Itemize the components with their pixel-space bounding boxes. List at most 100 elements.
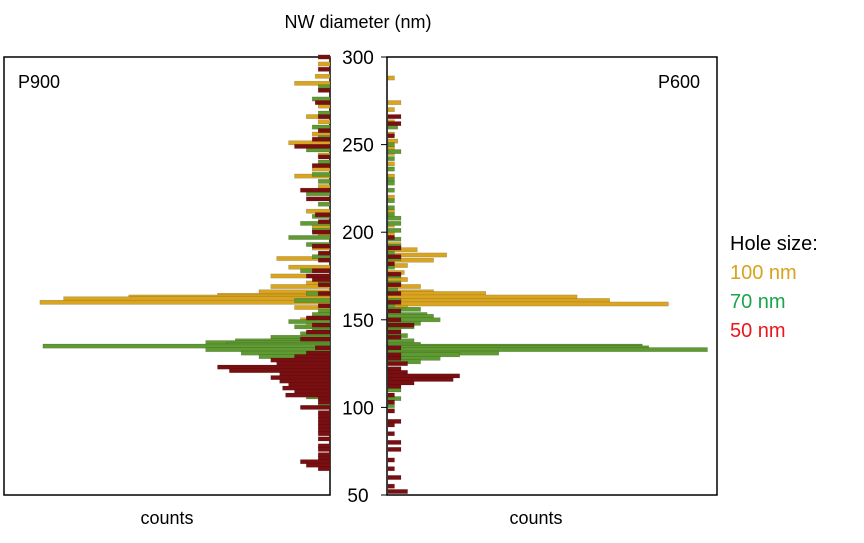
histogram-bar [387, 299, 402, 305]
histogram-bar [311, 277, 331, 282]
legend-item-70nm: 70 nm [730, 291, 786, 313]
panel-p600-label: P600 [658, 72, 700, 92]
histogram-bar [317, 128, 331, 133]
histogram-bar [387, 422, 395, 428]
histogram-bar [387, 215, 402, 221]
histogram-bar [387, 198, 395, 204]
histogram-bar [387, 235, 395, 240]
histogram-bar [294, 144, 331, 149]
histogram-bar [317, 466, 331, 472]
histogram-bar [387, 180, 395, 186]
legend-title: Hole size: [730, 233, 818, 255]
histogram-bar [317, 201, 331, 207]
y-axis-tick-labels: 50 100 150 200 250 300 [342, 48, 387, 507]
legend-item-50nm: 50 nm [730, 320, 786, 342]
histogram-bar [229, 368, 331, 373]
histogram-bar [311, 322, 331, 328]
histogram-bar [387, 392, 395, 398]
histogram-bar [387, 380, 415, 386]
histogram-bar [387, 107, 395, 112]
histogram-bar [387, 161, 395, 167]
histogram-bar [311, 229, 331, 235]
panel-p900-xlabel: counts [140, 508, 193, 528]
histogram-bar [314, 73, 331, 79]
histogram-bar [306, 315, 331, 321]
histogram-bar [314, 100, 331, 105]
histogram-bar [387, 308, 402, 314]
histogram-bar [387, 361, 408, 366]
histogram-bar [387, 377, 454, 382]
histogram-bar [387, 483, 395, 489]
histogram-bar [317, 219, 331, 225]
histogram-bar [314, 345, 331, 351]
histogram-bar [387, 355, 402, 361]
histogram-bar [306, 196, 331, 202]
histogram-bar [387, 114, 402, 119]
histogram-bar [387, 431, 395, 437]
histogram-bar [306, 329, 331, 335]
histogram-bar [387, 75, 395, 81]
histogram-bar [311, 172, 331, 177]
histogram-bar [311, 136, 331, 142]
histogram-bar [387, 228, 402, 233]
legend: Hole size: 100 nm 70 nm 50 nm [730, 230, 818, 346]
panel-p900-label: P900 [18, 72, 60, 92]
histogram-bar [39, 299, 331, 305]
panel-p600-bars [387, 75, 708, 494]
histogram-bar [387, 447, 402, 452]
histogram-bar [311, 163, 331, 168]
histogram-bar [288, 235, 331, 240]
histogram-bar [317, 250, 331, 256]
histogram-bar [317, 66, 331, 72]
legend-item-100nm: 100 nm [730, 262, 797, 284]
histogram-bar [317, 282, 331, 288]
histogram-bar [317, 114, 331, 119]
histogram-bar [317, 447, 331, 452]
histogram-bar [317, 399, 331, 405]
y-axis-tick-label: 50 [347, 486, 368, 507]
histogram-bar [300, 405, 331, 410]
histogram-bar [387, 282, 402, 288]
histogram-bar [387, 466, 395, 472]
histogram-bar [311, 243, 331, 249]
histogram-bar [285, 392, 331, 398]
histogram-bar [317, 257, 331, 263]
histogram-bar [387, 457, 395, 463]
histogram-bar [300, 187, 331, 193]
histogram-bar [387, 245, 402, 251]
histogram-bar [387, 475, 402, 480]
histogram-bar [387, 408, 395, 414]
histogram-bar [317, 119, 331, 125]
histogram-bar [294, 298, 331, 303]
histogram-bar [317, 436, 331, 442]
histogram-bar [317, 179, 331, 184]
histogram-bar [387, 221, 402, 226]
histogram-bar [300, 336, 331, 342]
histogram-bar [317, 54, 331, 60]
histogram-bar [314, 212, 331, 218]
y-axis-tick-label: 200 [342, 223, 374, 244]
chart-title: NW diameter (nm) [284, 12, 431, 32]
histogram-bar [387, 261, 395, 267]
histogram-bar [317, 87, 331, 93]
histogram-bar [387, 384, 402, 389]
histogram-bar [387, 322, 415, 328]
histogram-bar [317, 431, 331, 437]
histogram-bar [387, 142, 395, 147]
histogram-bar [387, 166, 395, 172]
histogram-bar [387, 254, 402, 260]
histogram-bar [387, 187, 395, 193]
histogram-bar [387, 149, 402, 154]
panel-p900: P900 counts [3, 54, 331, 528]
panel-p600-frame [386, 56, 718, 496]
histogram-bar [387, 156, 395, 161]
panel-p600-xlabel: counts [509, 508, 562, 528]
histogram-bar [387, 291, 402, 296]
histogram-bar [387, 205, 395, 211]
histogram-bar [387, 329, 402, 335]
histogram-bar [317, 61, 331, 67]
histogram-bar [294, 80, 331, 86]
y-axis-tick-label: 100 [342, 398, 374, 419]
histogram-bar [317, 303, 331, 309]
